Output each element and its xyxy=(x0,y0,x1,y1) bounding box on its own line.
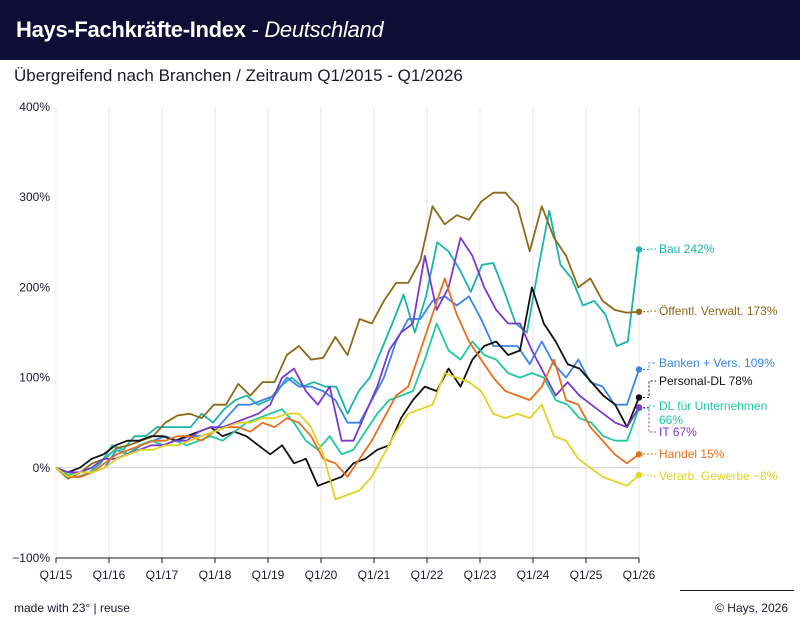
y-tick-label: 400% xyxy=(19,100,50,114)
end-label-it: IT 67% xyxy=(659,425,697,439)
end-label--ffentl-verwalt-: Öffentl. Verwalt. 173% xyxy=(659,304,778,318)
leader-line-personal-dl xyxy=(643,380,656,398)
series-line-it xyxy=(55,236,640,474)
x-tick-label: Q1/15 xyxy=(40,568,73,582)
leader-line-it xyxy=(643,406,656,433)
x-tick-label: Q1/21 xyxy=(358,568,391,582)
title-region: Deutschland xyxy=(264,17,384,42)
end-label-personal-dl: Personal-DL 78% xyxy=(659,374,753,388)
leader-line-banken-vers- xyxy=(643,362,656,370)
leader-line-verarb-gewerbe xyxy=(643,474,656,477)
series-line-personal-dl xyxy=(55,286,640,487)
title-main: Hays-Fachkräfte-Index xyxy=(16,17,246,42)
end-label-value-dl-f-r-unternehmen: 66% xyxy=(659,413,683,427)
header-banner: Hays-Fachkräfte-Index - Deutschland xyxy=(0,0,800,60)
y-tick-label: 200% xyxy=(19,280,50,294)
y-tick-label: 0% xyxy=(33,461,51,475)
x-tick-label: Q1/22 xyxy=(411,568,444,582)
leader-line--ffentl-verwalt- xyxy=(643,310,656,313)
y-tick-label: −100% xyxy=(12,551,50,565)
end-point-banken-vers- xyxy=(635,366,643,373)
series-line-bau xyxy=(55,209,640,478)
x-tick-label: Q1/19 xyxy=(252,568,285,582)
footer-credit: made with 23° | reuse xyxy=(14,601,130,615)
end-point-personal-dl xyxy=(635,394,643,401)
y-tick-label: 300% xyxy=(19,190,50,204)
end-point-handel xyxy=(635,451,643,458)
end-point-it xyxy=(635,404,643,411)
end-point-bau xyxy=(635,246,643,253)
x-tick-label: Q1/16 xyxy=(93,568,126,582)
x-tick-label: Q1/23 xyxy=(464,568,497,582)
footer-copyright: © Hays, 2026 xyxy=(715,601,788,615)
leader-line-bau xyxy=(643,248,656,251)
x-tick-label: Q1/20 xyxy=(305,568,338,582)
series-line-dl-f-r-unternehmen xyxy=(55,322,640,476)
x-tick-label: Q1/18 xyxy=(199,568,232,582)
end-label-verarb-gewerbe: Verarb. Gewerbe −8% xyxy=(659,469,778,483)
end-label-dl-f-r-unternehmen: DL für Unternehmen xyxy=(659,399,767,413)
page-title: Hays-Fachkräfte-Index - Deutschland xyxy=(16,17,384,43)
end-point--ffentl-verwalt- xyxy=(635,308,643,315)
end-label-banken-vers-: Banken + Vers. 109% xyxy=(659,356,775,370)
x-tick-label: Q1/17 xyxy=(146,568,179,582)
title-separator: - xyxy=(245,17,265,42)
x-tick-label: Q1/24 xyxy=(517,568,550,582)
series-line-verarb-gewerbe xyxy=(55,372,640,501)
y-tick-label: 100% xyxy=(19,371,50,385)
end-point-verarb-gewerbe xyxy=(635,471,643,479)
end-label-handel: Handel 15% xyxy=(659,447,725,461)
series-line-handel xyxy=(55,277,640,478)
x-tick-label: Q1/25 xyxy=(570,568,603,582)
end-label-bau: Bau 242% xyxy=(659,242,715,256)
footer-divider xyxy=(680,590,794,591)
x-tick-label: Q1/26 xyxy=(623,568,656,582)
chart-subtitle: Übergreifend nach Branchen / Zeitraum Q1… xyxy=(14,66,463,85)
